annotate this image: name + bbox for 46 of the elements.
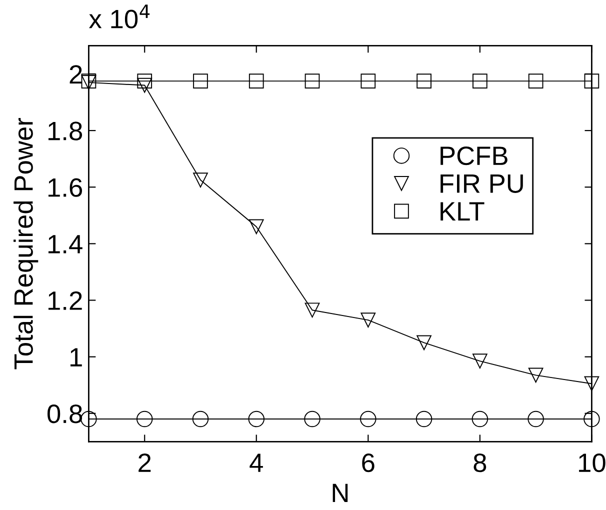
point xyxy=(193,172,208,188)
x-axis-title: N xyxy=(332,484,348,502)
x-tick-label: 2 xyxy=(138,453,151,472)
point xyxy=(360,312,376,328)
point xyxy=(472,74,488,88)
point xyxy=(248,410,264,428)
y-axis-title: Total Required Power xyxy=(14,118,38,370)
point xyxy=(248,219,264,234)
point xyxy=(584,74,600,88)
x-tick-label: 4 xyxy=(250,454,263,472)
text: x 10$^{4}$ xyxy=(89,4,150,28)
y-tick-label: 1 xyxy=(70,348,82,366)
y-tick-label: 1.4 xyxy=(48,235,82,254)
point xyxy=(584,376,600,392)
legend-label: FIR PU xyxy=(440,174,523,193)
y-tick-label: 2 xyxy=(70,65,82,84)
point xyxy=(192,410,209,428)
x-tick-label: 8 xyxy=(474,453,486,472)
point xyxy=(304,302,320,318)
y-tick-label: 0.8 xyxy=(48,404,82,424)
point xyxy=(137,74,152,88)
point xyxy=(472,410,488,428)
x-tick-label: 10 xyxy=(579,453,606,472)
y-tick-label: 1.2 xyxy=(48,291,82,310)
point xyxy=(193,74,208,88)
legend-label: KLT xyxy=(440,202,484,220)
point xyxy=(360,74,376,88)
point xyxy=(472,354,488,368)
point xyxy=(416,74,432,88)
point xyxy=(80,410,97,428)
point xyxy=(528,368,544,383)
point xyxy=(304,74,320,88)
point xyxy=(304,410,320,428)
point xyxy=(360,410,376,428)
y-tick-label: 1.6 xyxy=(48,178,82,197)
legend-label: PCFB xyxy=(440,146,508,166)
x-tick-label: 6 xyxy=(362,453,374,472)
point xyxy=(528,410,544,428)
point xyxy=(136,410,153,428)
y-tick-label: 1.8 xyxy=(48,122,82,140)
point xyxy=(416,410,432,428)
point xyxy=(528,74,544,88)
point xyxy=(248,74,264,88)
point xyxy=(584,410,600,428)
point xyxy=(416,335,432,350)
point xyxy=(137,78,152,93)
